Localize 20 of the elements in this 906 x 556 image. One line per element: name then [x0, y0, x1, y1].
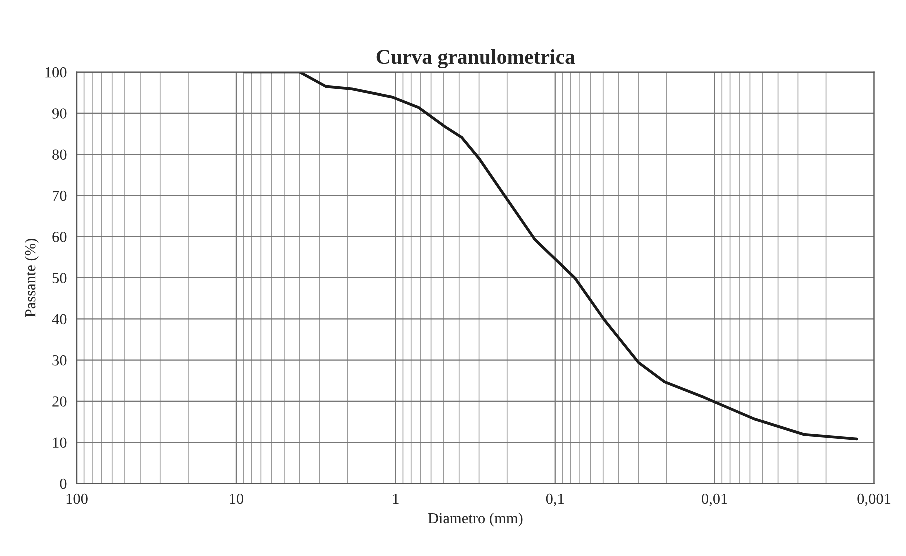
y-tick-label: 30	[52, 355, 67, 366]
y-tick-label: 70	[53, 190, 67, 202]
y-tick-label: 40	[52, 314, 67, 325]
y-axis-title: Passante (%)	[24, 239, 39, 318]
x-tick-label: 0,01	[702, 494, 728, 506]
y-tick-label: 100	[46, 67, 67, 78]
x-tick-label: 0,001	[858, 494, 891, 506]
x-tick-label: 100	[66, 494, 88, 504]
x-tick-label: 10	[230, 494, 244, 504]
chart-title: Curva granulometrica	[376, 49, 576, 69]
x-tick-label: 1	[393, 494, 399, 504]
x-axis-title: Diametro (mm)	[428, 512, 523, 527]
y-tick-label: 10	[53, 438, 67, 448]
y-tick-label: 20	[52, 396, 67, 407]
y-tick-label: 80	[52, 150, 67, 160]
y-tick-label: 0	[60, 478, 67, 490]
y-tick-label: 50	[52, 273, 67, 284]
y-tick-label: 60	[52, 232, 67, 242]
x-tick-label: 0,1	[546, 494, 564, 506]
y-tick-label: 90	[52, 108, 67, 119]
